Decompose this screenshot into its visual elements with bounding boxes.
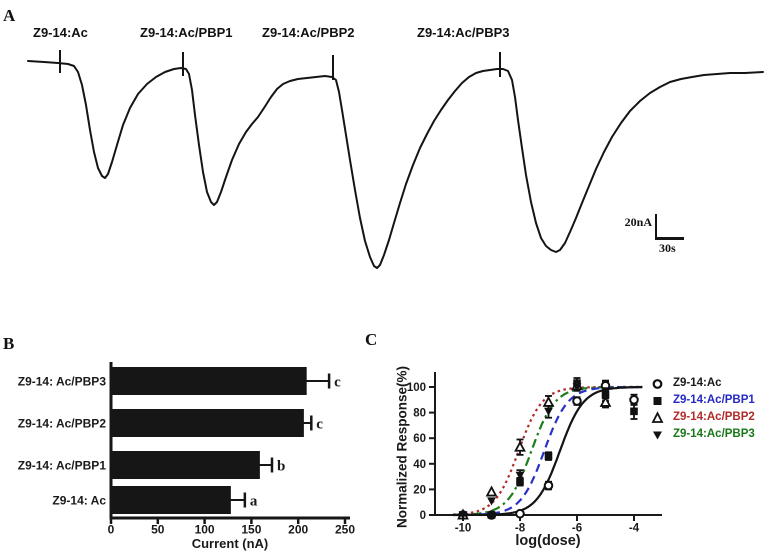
marker-circle-open (543, 480, 554, 491)
marker-triangle-down (487, 497, 496, 506)
filled-triangle-down-icon (653, 431, 662, 439)
panel-c-x-tick-label: -4 (629, 523, 640, 535)
bar-category-label: Z9-14: Ac (52, 494, 106, 508)
panel-b-x-tick-label: 200 (288, 523, 308, 537)
bar (112, 367, 307, 395)
panel-c-y-tick-label: 80 (413, 408, 426, 420)
trace-label-pbp1: Z9-14:Ac/PBP1 (140, 25, 233, 40)
trace-label-ac: Z9-14:Ac (33, 25, 88, 40)
significance-letter: c (316, 417, 323, 433)
marker-triangle-up (514, 440, 526, 452)
marker-circle-open (629, 395, 639, 405)
panel-c-x-tick-label: -8 (515, 523, 526, 535)
panel-b-x-tick-label: 100 (195, 523, 215, 537)
marker-circle-open (572, 396, 582, 406)
marker-triangle-down (572, 383, 582, 392)
bar (112, 486, 231, 514)
significance-letter: a (250, 494, 258, 510)
current-trace (27, 60, 764, 269)
panel-b-x-tick-label: 250 (335, 523, 355, 537)
panel-b-x-tick-label: 0 (108, 523, 115, 537)
marker-triangle-up (599, 395, 612, 407)
bar (112, 409, 304, 437)
panel-c-y-tick-label: 60 (413, 433, 426, 445)
legend-item-pbp1: Z9-14:Ac/PBP1 (651, 393, 755, 407)
significance-letter: c (334, 375, 341, 391)
legend-label-pbp3: Z9-14:Ac/PBP3 (673, 428, 755, 440)
marker-triangle-up (542, 395, 555, 407)
marker-triangle-down (601, 387, 610, 396)
open-circle-icon (652, 378, 663, 389)
panel-b-x-tick-label: 150 (241, 523, 261, 537)
marker-triangle-up (485, 485, 498, 497)
panel-c-y-tick-label: 100 (407, 382, 426, 394)
filled-square-icon (653, 396, 662, 405)
marker-square (630, 407, 638, 416)
panel-c-y-tick-label: 40 (413, 459, 426, 471)
bar-category-label: Z9-14: Ac/PBP3 (18, 375, 107, 389)
marker-square (544, 452, 553, 460)
legend-item-pbp3: Z9-14:Ac/PBP3 (651, 427, 755, 441)
open-triangle-up-icon (651, 410, 664, 423)
trace-label-pbp2: Z9-14:Ac/PBP2 (262, 25, 355, 40)
panel-c-yaxis-title: Normalized Response(%) (394, 365, 410, 529)
marker-triangle-down (544, 407, 553, 416)
panel-b-x-tick-label: 50 (151, 523, 165, 537)
panel-c-x-tick-label: -10 (455, 523, 472, 535)
legend: Z9-14:Ac Z9-14:Ac/PBP1 Z9-14:Ac/PBP2 Z9-… (651, 376, 755, 444)
legend-label-pbp2: Z9-14:Ac/PBP2 (673, 411, 755, 423)
legend-item-ac: Z9-14:Ac (651, 376, 755, 390)
marker-triangle-down (515, 471, 525, 480)
legend-item-pbp2: Z9-14:Ac/PBP2 (651, 410, 755, 424)
panel-c-y-tick-label: 0 (420, 510, 426, 522)
scalebar-current-label: 20nA (624, 215, 652, 229)
bar-category-label: Z9-14: Ac/PBP2 (18, 417, 107, 431)
panel-b-label: B (3, 334, 15, 353)
significance-letter: b (277, 459, 285, 475)
legend-label-pbp1: Z9-14:Ac/PBP1 (673, 394, 755, 406)
marker-triangle-down (458, 511, 468, 520)
legend-label-ac: Z9-14:Ac (673, 377, 722, 389)
marker-square (487, 511, 496, 519)
panel-b-xaxis-title: Current (nA) (191, 536, 269, 551)
scalebar-time-label: 30s (659, 241, 676, 255)
bar (112, 451, 260, 479)
marker-circle-open (515, 508, 525, 519)
panel-a-label: A (3, 6, 16, 25)
panel-c-label: C (365, 330, 378, 349)
panel-c-xaxis-title: log(dose) (515, 533, 581, 549)
marker-square (516, 477, 524, 486)
panel-c-x-tick-label: -6 (572, 523, 582, 535)
bar-category-label: Z9-14: Ac/PBP1 (18, 459, 107, 473)
trace-label-pbp3: Z9-14:Ac/PBP3 (417, 25, 510, 40)
panel-c-y-tick-label: 20 (413, 484, 426, 496)
